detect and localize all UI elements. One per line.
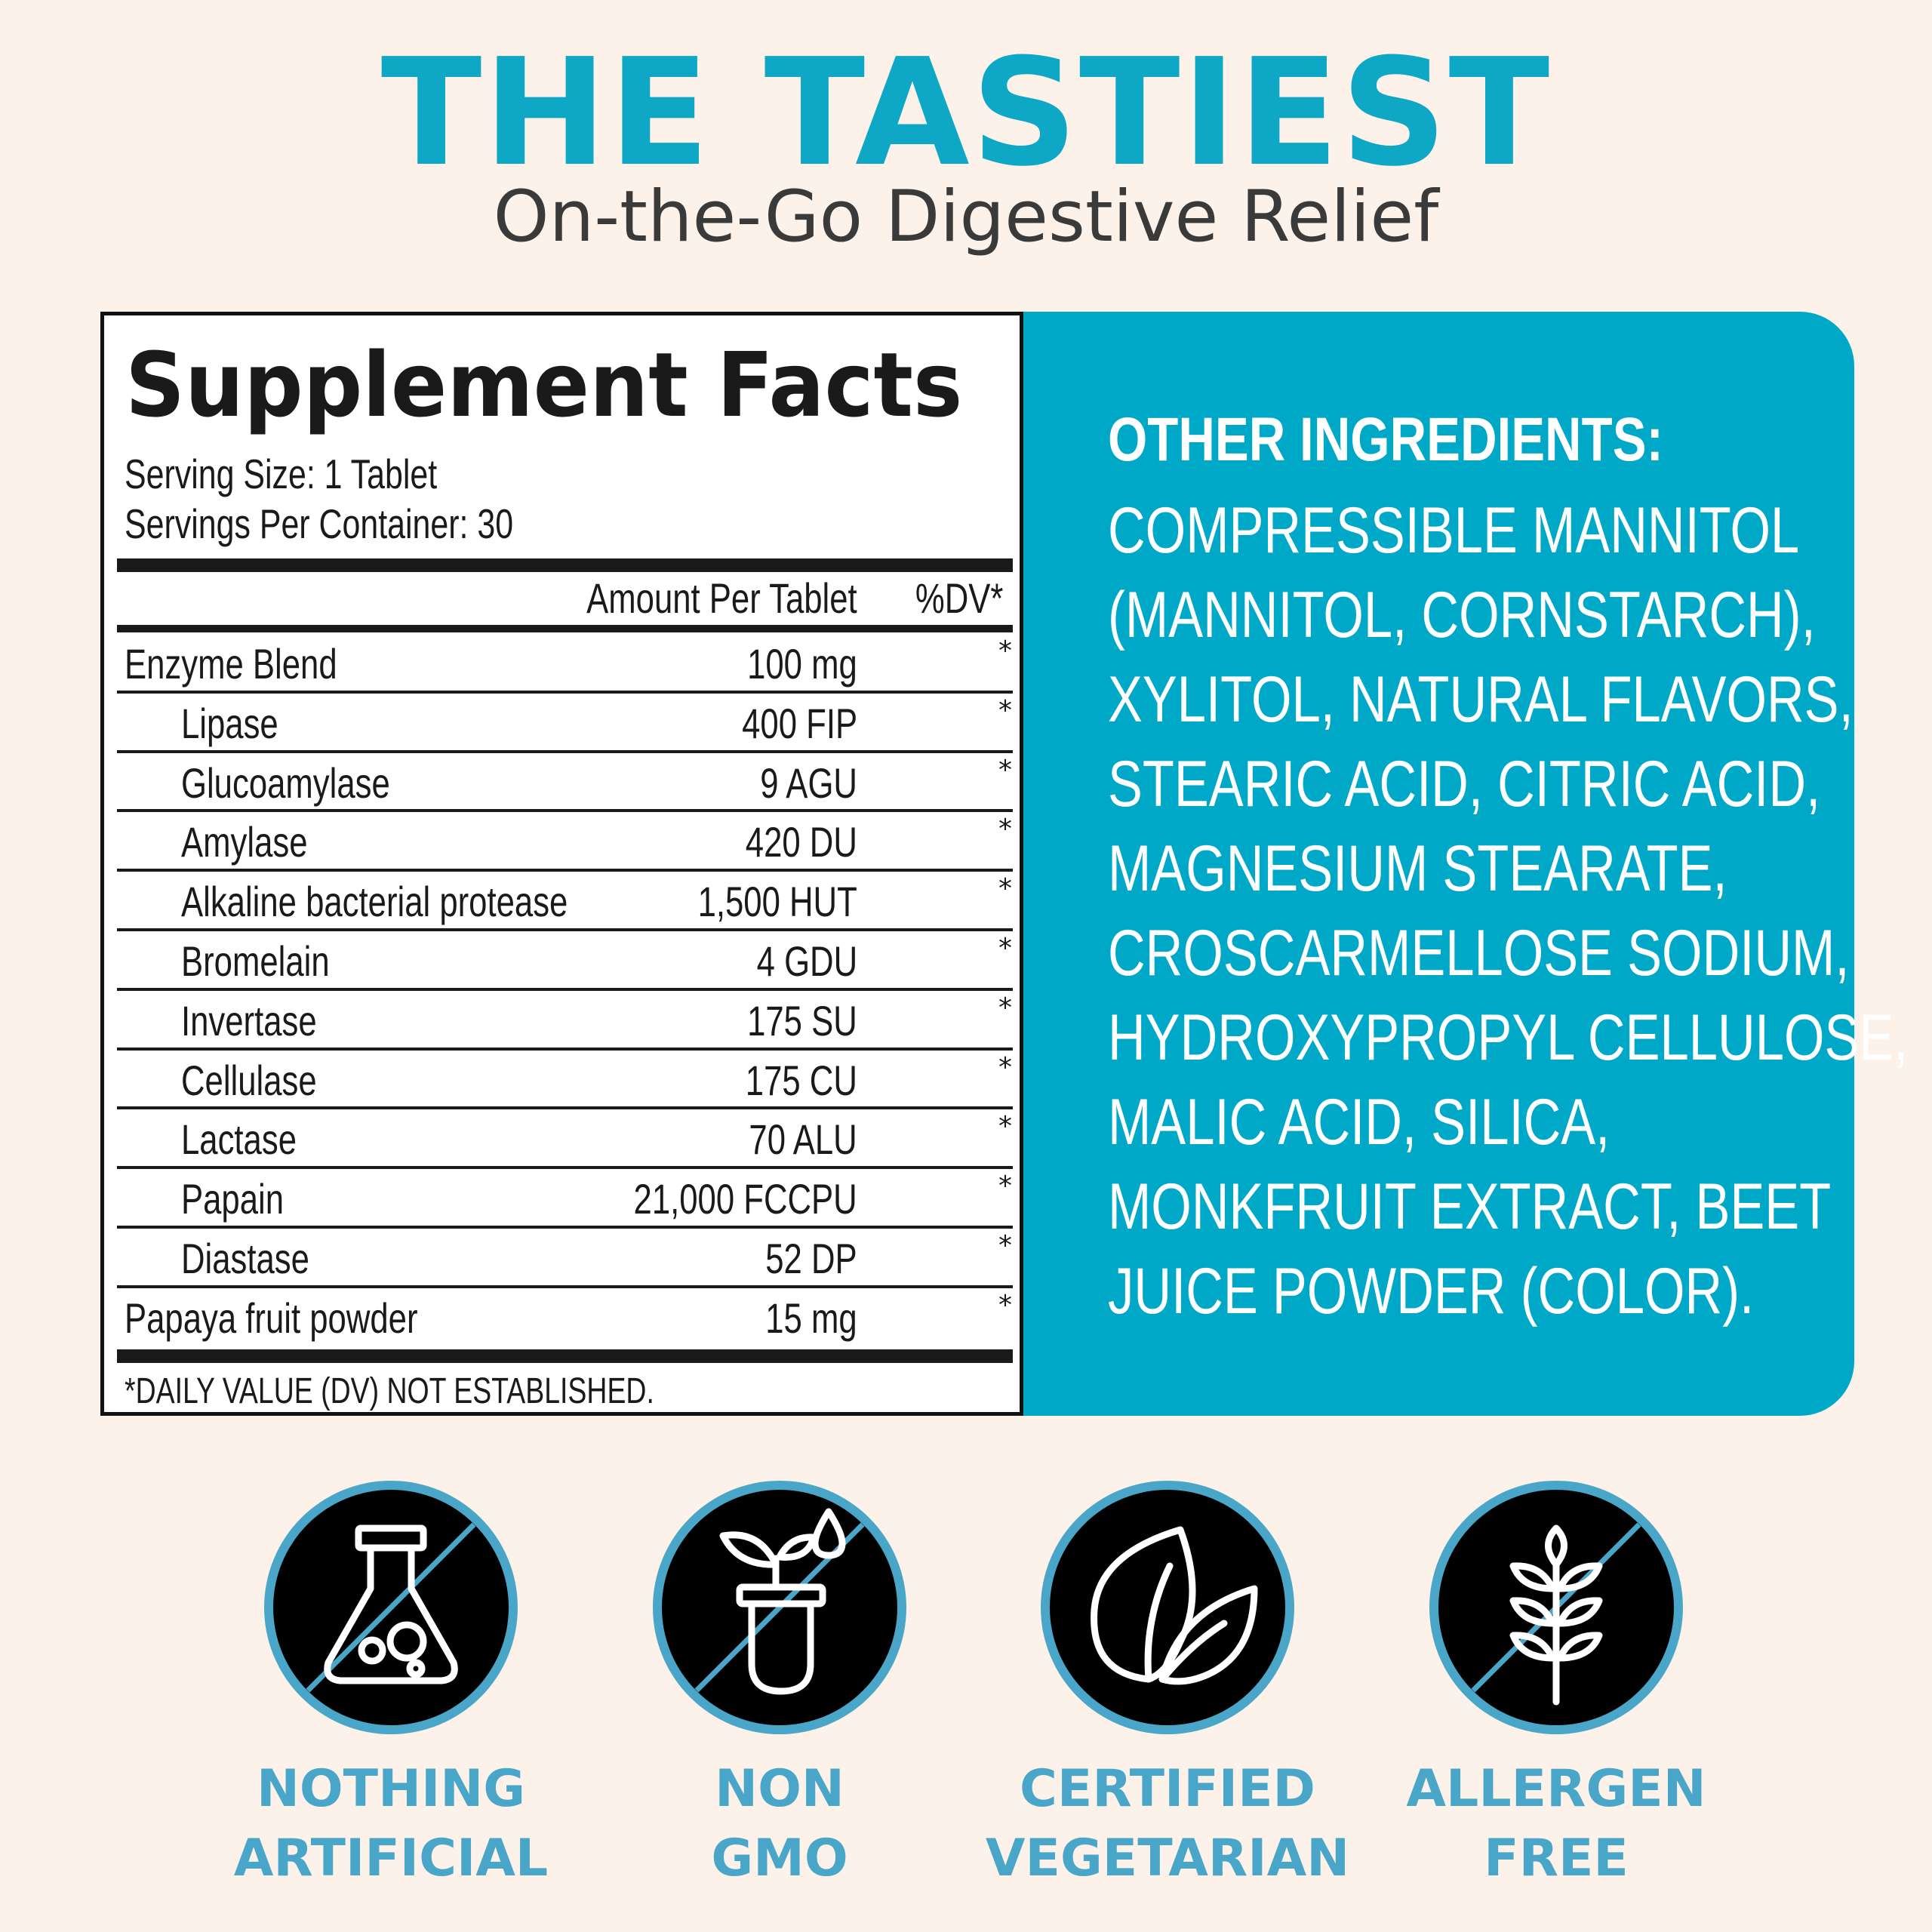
- facts-row-amount: 9 AGU: [760, 758, 857, 807]
- row-divider: [117, 749, 1013, 753]
- badge-label-line: GMO: [711, 1829, 848, 1888]
- facts-row-dv: *: [998, 754, 1012, 786]
- page-title: THE TASTIEST: [380, 27, 1552, 199]
- facts-row-name: Alkaline bacterial protease: [181, 878, 568, 926]
- ingredient-line: MAGNESIUM STEARATE,: [1108, 832, 1727, 905]
- facts-row-name: Lactase: [181, 1115, 297, 1164]
- ingredient-line: CROSCARMELLOSE SODIUM,: [1108, 917, 1850, 989]
- facts-row-dv: *: [998, 1171, 1012, 1202]
- row-divider: [117, 1166, 1013, 1170]
- facts-row-dv: *: [998, 814, 1012, 845]
- facts-row-amount: 15 mg: [765, 1294, 857, 1342]
- ingredient-line: MONKFRUIT EXTRACT, BEET: [1108, 1171, 1832, 1243]
- facts-row-dv: *: [998, 635, 1012, 666]
- facts-row-dv: *: [998, 1111, 1012, 1143]
- other-ingredients-panel: OTHER INGREDIENTS: COMPRESSIBLE MANNITOL…: [981, 312, 1908, 1416]
- footnote: *DAILY VALUE (DV) NOT ESTABLISHED.: [125, 1371, 654, 1411]
- servings-per-container: Servings Per Container: 30: [125, 500, 514, 547]
- badge-label-line: ALLERGEN: [1406, 1759, 1706, 1819]
- row-divider: [117, 1226, 1013, 1229]
- badge-label: NON GMO: [572, 1755, 987, 1894]
- ingredient-line: HYDROXYPROPYL CELLULOSE,: [1108, 1001, 1909, 1074]
- column-header-amount: Amount Per Tablet: [586, 574, 857, 622]
- facts-row-name: Papain: [181, 1175, 285, 1223]
- facts-row-dv: *: [998, 694, 1012, 726]
- badge-label: ALLERGEN FREE: [1349, 1755, 1764, 1894]
- ingredient-line: MALIC ACID, SILICA,: [1108, 1086, 1611, 1158]
- facts-row-name: Glucoamylase: [181, 758, 390, 807]
- badge-label-line: CERTIFIED: [1020, 1759, 1315, 1819]
- row-divider: [117, 690, 1013, 694]
- facts-row-dv: *: [998, 992, 1012, 1023]
- facts-row-name: Lipase: [181, 699, 278, 747]
- row-divider: [117, 987, 1013, 991]
- badge-label-line: VEGETARIAN: [985, 1829, 1350, 1888]
- row-divider: [117, 869, 1013, 872]
- facts-row-dv: *: [998, 1051, 1012, 1083]
- facts-row-name: Diastase: [181, 1235, 309, 1282]
- other-ingredients-heading: OTHER INGREDIENTS:: [1108, 405, 1663, 474]
- page-subtitle: On-the-Go Digestive Relief: [493, 176, 1439, 258]
- row-divider: [117, 1106, 1013, 1110]
- facts-row-name: Cellulase: [181, 1056, 317, 1104]
- row-divider: [117, 809, 1013, 813]
- facts-row-name: Papaya fruit powder: [125, 1294, 418, 1342]
- row-divider: [117, 928, 1013, 931]
- supplement-facts-panel: Supplement Facts Serving Size: 1 Tablet …: [100, 312, 1023, 1416]
- facts-row-name: Bromelain: [181, 937, 330, 985]
- facts-row-amount: 175 SU: [747, 996, 857, 1044]
- serving-size: Serving Size: 1 Tablet: [125, 451, 438, 497]
- facts-row-dv: *: [998, 873, 1012, 905]
- facts-row-amount: 70 ALU: [749, 1115, 857, 1164]
- facts-row-dv: *: [998, 933, 1012, 964]
- facts-row-amount: 1,500 HUT: [697, 878, 857, 926]
- facts-row-name: Enzyme Blend: [125, 640, 337, 688]
- facts-row-name: Invertase: [181, 996, 317, 1044]
- ingredient-line: JUICE POWDER (COLOR).: [1108, 1255, 1755, 1327]
- badge-label-line: NON: [715, 1759, 844, 1819]
- facts-row-amount: 100 mg: [747, 640, 857, 688]
- ingredient-line: COMPRESSIBLE MANNITOL: [1108, 494, 1800, 567]
- facts-row-amount: 175 CU: [745, 1056, 857, 1104]
- badge-label-line: ARTIFICIAL: [233, 1829, 549, 1888]
- wheat-icon: [1429, 1481, 1683, 1734]
- facts-row-amount: 21,000 FCCPU: [633, 1175, 857, 1223]
- ingredient-line: XYLITOL, NATURAL FLAVORS,: [1108, 663, 1854, 736]
- facts-row-amount: 420 DU: [745, 818, 857, 866]
- ingredient-line: (MANNITOL, CORNSTARCH),: [1108, 579, 1816, 651]
- facts-row-dv: *: [998, 1289, 1012, 1321]
- facts-row-amount: 52 DP: [765, 1235, 857, 1282]
- medium-divider: [117, 625, 1013, 632]
- leaves-icon: [1041, 1481, 1294, 1734]
- row-divider: [117, 1047, 1013, 1051]
- column-header-dv: %DV*: [915, 574, 1003, 622]
- badge-label-line: FREE: [1484, 1829, 1629, 1888]
- badge-label-line: NOTHING: [256, 1759, 526, 1819]
- ingredient-line: STEARIC ACID, CITRIC ACID,: [1108, 748, 1821, 820]
- thick-divider: [117, 558, 1013, 572]
- row-divider: [117, 1284, 1013, 1288]
- badge-label: NOTHING ARTIFICIAL: [183, 1755, 598, 1894]
- facts-row-amount: 400 FIP: [742, 699, 857, 747]
- badge-label: CERTIFIED VEGETARIAN: [960, 1755, 1375, 1894]
- facts-row-dv: *: [998, 1230, 1012, 1261]
- facts-row-amount: 4 GDU: [756, 937, 857, 985]
- flask-icon: [264, 1481, 518, 1734]
- plant-test-tube-icon: [653, 1481, 906, 1734]
- facts-row-name: Amylase: [181, 818, 308, 866]
- supplement-facts-title: Supplement Facts: [125, 333, 963, 437]
- thick-divider: [117, 1349, 1013, 1363]
